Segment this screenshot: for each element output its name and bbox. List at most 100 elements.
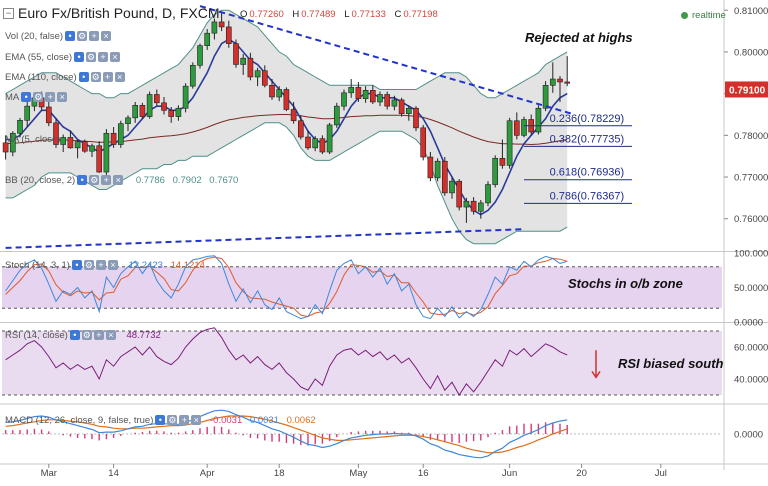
candle-body xyxy=(45,106,52,124)
eye-icon[interactable]: • xyxy=(74,52,85,63)
plus-icon[interactable]: + xyxy=(95,260,106,271)
candle-body xyxy=(283,89,290,110)
candle-body xyxy=(189,64,196,87)
plus-icon[interactable]: + xyxy=(93,330,104,341)
candle-body xyxy=(175,107,182,117)
candle-body xyxy=(535,107,542,133)
current-price-label: 0.79100 xyxy=(729,85,766,96)
indicator-stoch[interactable]: Stoch (14, 3, 1) • ⚙ + × 12.2423 14.1214 xyxy=(5,260,205,271)
indicator-rsi[interactable]: RSI (14, close) • ⚙ + × 48.7732 xyxy=(5,330,161,341)
fib-level-label: 0.618(0.76936) xyxy=(550,167,625,179)
candle-body xyxy=(333,105,340,126)
indicator-ema55-label: EMA (55, close) xyxy=(5,52,73,63)
close-icon[interactable]: × xyxy=(191,415,202,426)
fib-level-label: 0.382(0.77735) xyxy=(550,133,625,145)
plus-icon[interactable]: + xyxy=(98,52,109,63)
time-axis-label: Jul xyxy=(655,468,667,479)
eye-icon[interactable]: • xyxy=(69,330,80,341)
plus-icon[interactable]: + xyxy=(179,415,190,426)
plus-icon[interactable]: + xyxy=(101,175,112,186)
macd-hist-value: -0.0031 xyxy=(210,415,243,426)
candle-body xyxy=(60,137,67,145)
time-axis-label: 20 xyxy=(576,468,587,479)
candle-body xyxy=(218,21,225,28)
indicator-ema110[interactable]: EMA (110, close) • ⚙ + × xyxy=(5,72,125,83)
time-axis-label: Jun xyxy=(502,468,517,479)
indicator-vol[interactable]: Vol (20, false) • ⚙ + × xyxy=(5,31,112,42)
eye-icon[interactable]: • xyxy=(65,31,76,42)
candle-body xyxy=(132,105,139,119)
candle-body xyxy=(204,32,211,46)
ohlc-high-value: 0.77489 xyxy=(301,9,336,20)
close-icon[interactable]: × xyxy=(107,260,118,271)
close-icon[interactable]: × xyxy=(114,72,125,83)
indicator-ema55[interactable]: EMA (55, close) • ⚙ + × xyxy=(5,52,121,63)
candle-body xyxy=(211,21,218,34)
gear-icon[interactable]: ⚙ xyxy=(83,260,94,271)
candle-body xyxy=(290,109,297,122)
ohlc-high-key: H xyxy=(292,9,300,20)
candle-body xyxy=(153,94,160,104)
trendline xyxy=(199,5,575,116)
gear-icon[interactable]: ⚙ xyxy=(81,330,92,341)
indicator-ma2-label: MA (5, close) xyxy=(5,134,61,145)
collapse-icon[interactable]: − xyxy=(3,8,14,19)
stoch-k-line xyxy=(5,255,568,320)
candle-body xyxy=(348,87,355,94)
candle-body xyxy=(24,105,31,121)
candle-body xyxy=(499,157,506,166)
time-axis-label: 18 xyxy=(274,468,285,479)
candle-body xyxy=(139,105,146,117)
realtime-label: realtime xyxy=(692,10,726,21)
candle-body xyxy=(2,142,9,153)
indicator-ma-label: MA xyxy=(5,92,20,103)
eye-icon[interactable]: • xyxy=(78,72,89,83)
candle-body xyxy=(312,138,319,149)
stoch-band xyxy=(2,266,722,309)
close-icon[interactable]: × xyxy=(113,175,124,186)
candle-body xyxy=(391,99,398,107)
indicator-bb[interactable]: BB (20, close, 2) • ⚙ + × 0.7786 0.7902 0.76… xyxy=(5,175,238,186)
candle-body xyxy=(362,90,369,99)
candle-body xyxy=(89,145,95,152)
close-icon[interactable]: × xyxy=(110,52,121,63)
candle-body xyxy=(9,132,16,153)
eye-icon[interactable]: • xyxy=(21,92,32,103)
indicator-ma2[interactable]: MA (5, close) xyxy=(5,134,60,145)
candle-body xyxy=(557,78,563,83)
eye-icon[interactable]: • xyxy=(155,415,166,426)
plus-icon[interactable]: + xyxy=(89,31,100,42)
indicator-ma[interactable]: MA • ⚙ + × xyxy=(5,92,68,103)
close-icon[interactable]: × xyxy=(57,92,68,103)
gear-icon[interactable]: ⚙ xyxy=(167,415,178,426)
eye-icon[interactable]: • xyxy=(71,260,82,271)
plus-icon[interactable]: + xyxy=(45,92,56,103)
close-icon[interactable]: × xyxy=(105,330,116,341)
eye-icon[interactable]: • xyxy=(77,175,88,186)
candle-body xyxy=(470,200,477,212)
gear-icon[interactable]: ⚙ xyxy=(90,72,101,83)
gear-icon[interactable]: ⚙ xyxy=(86,52,97,63)
plus-icon[interactable]: + xyxy=(102,72,113,83)
indicator-vol-label: Vol (20, false) xyxy=(5,31,64,42)
price-axis-label: 0.78000 xyxy=(734,131,768,142)
indicator-macd[interactable]: MACD (12, 26, close, 9, false, true) • ⚙ + ×… xyxy=(5,415,316,426)
gear-icon[interactable]: ⚙ xyxy=(89,175,100,186)
candle-body xyxy=(305,136,311,149)
stoch-k-value: 12.2423 xyxy=(128,260,163,271)
candle-body xyxy=(384,94,391,107)
candle-body xyxy=(477,202,484,212)
candle-body xyxy=(297,120,304,138)
candle-body xyxy=(240,57,247,65)
candle-body xyxy=(67,137,74,149)
gear-icon[interactable]: ⚙ xyxy=(33,92,44,103)
time-axis-label: May xyxy=(349,468,367,479)
ohlc-close-key: C xyxy=(394,9,402,20)
candle-body xyxy=(17,120,23,134)
close-icon[interactable]: × xyxy=(101,31,112,42)
rsi-line xyxy=(5,327,568,396)
candle-body xyxy=(369,90,376,103)
gear-icon[interactable]: ⚙ xyxy=(77,31,88,42)
